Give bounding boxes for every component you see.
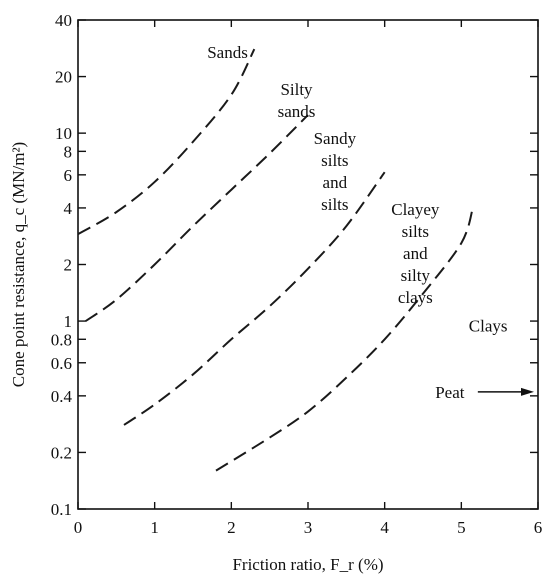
region-label: Clayey silts and silty clays bbox=[391, 200, 440, 307]
y-tick-label: 20 bbox=[55, 68, 72, 87]
region-label: Sands bbox=[207, 43, 248, 62]
soil-boundary-line bbox=[123, 171, 386, 426]
region-label: Silty sands bbox=[278, 80, 316, 121]
arrow-head-icon bbox=[521, 387, 534, 396]
soil-boundary-line bbox=[77, 48, 256, 236]
y-tick-label: 0.2 bbox=[51, 443, 72, 462]
y-tick-label: 6 bbox=[64, 166, 73, 185]
soil-boundary-line bbox=[85, 114, 309, 322]
y-tick-label: 8 bbox=[64, 142, 73, 161]
y-tick-label: 0.6 bbox=[51, 354, 72, 373]
region-label: Sandy silts and silts bbox=[314, 129, 357, 214]
region-label: Clays bbox=[469, 316, 508, 335]
region-label: Peat bbox=[435, 383, 465, 402]
series-group bbox=[77, 48, 474, 472]
y-tick-label: 10 bbox=[55, 124, 72, 143]
y-tick-label: 0.8 bbox=[51, 330, 72, 349]
y-tick-label: 2 bbox=[64, 256, 73, 275]
y-tick-label: 0.1 bbox=[51, 500, 72, 519]
x-tick-label: 4 bbox=[380, 518, 389, 537]
y-tick-label: 1 bbox=[64, 312, 73, 331]
x-tick-label: 2 bbox=[227, 518, 236, 537]
annotation-group: Sands Silty sands Sandy silts and silts Clayey s… bbox=[207, 43, 534, 402]
x-tick-label: 0 bbox=[74, 518, 83, 537]
x-tick-label: 1 bbox=[150, 518, 159, 537]
soil-boundary-line bbox=[215, 207, 474, 472]
y-tick-label: 0.4 bbox=[51, 387, 73, 406]
y-tick-label: 40 bbox=[55, 11, 72, 30]
x-tick-label: 5 bbox=[457, 518, 466, 537]
x-tick-label: 3 bbox=[304, 518, 313, 537]
y-tick-label: 4 bbox=[64, 199, 73, 218]
x-axis-label: Friction ratio, F_r (%) bbox=[232, 555, 383, 574]
x-tick-label: 6 bbox=[534, 518, 543, 537]
y-axis-label: Cone point resistance, q_c (MN/m²) bbox=[9, 142, 28, 387]
